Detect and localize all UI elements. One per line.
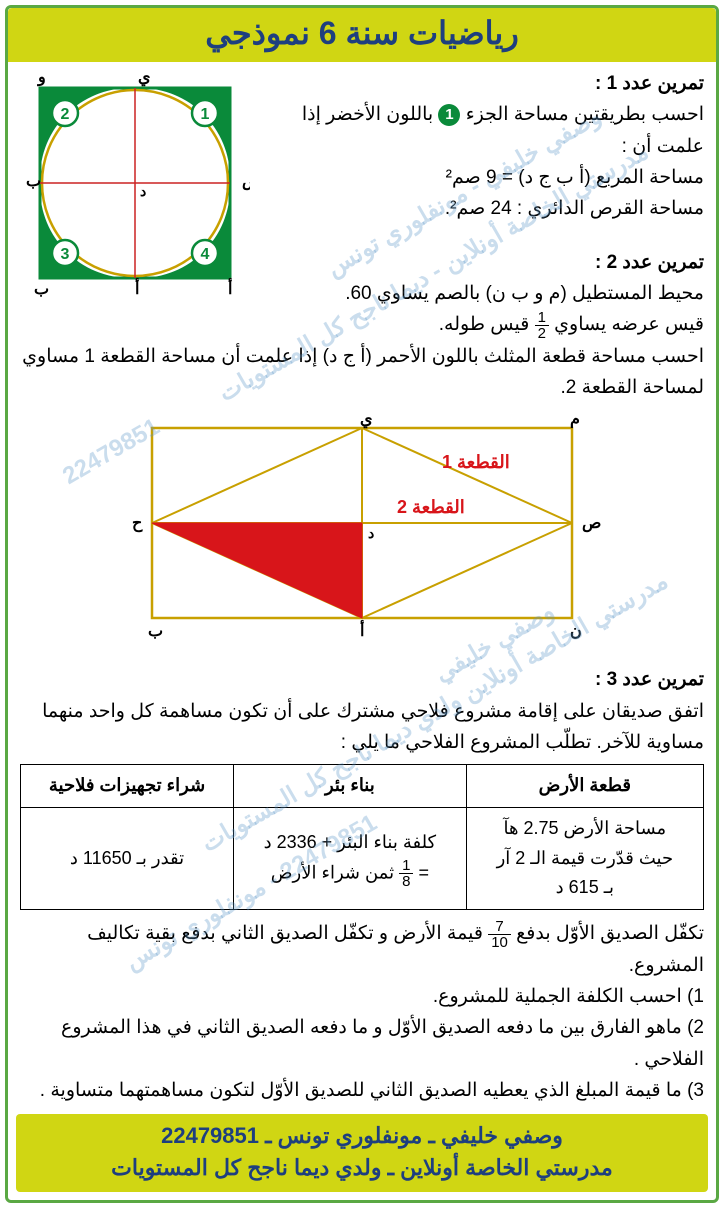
cell-land: مساحة الأرض 2.75 هآ حيث قدّرت قيمة الـ 2… — [466, 808, 703, 910]
figure-1-square-circle: 1 2 3 4 و ي ص أ ب ب أ د — [20, 68, 250, 305]
frac-d: 8 — [399, 874, 413, 889]
ex2-line1: محيط المستطيل (م و ب ن) بالصم يساوي 60. — [260, 278, 704, 309]
frac-d: 2 — [535, 326, 549, 341]
ex3-heading: تمرين عدد 3 : — [20, 664, 704, 695]
col-equip: شراء تجهيزات فلاحية — [21, 765, 234, 808]
cell-text: = 1 8 ثمن شراء الأرض — [244, 858, 456, 889]
cell-text: كلفة بناء البئر + 2336 د — [244, 828, 456, 858]
ex3-q3: 3) ما قيمة المبلغ الذي يعطيه الصديق الثا… — [20, 1075, 704, 1106]
footer: وصفي خليفي ـ مونفلوري تونس ـ 22479851 مد… — [16, 1114, 708, 1192]
svg-text:ص: ص — [582, 515, 601, 533]
svg-text:ب: ب — [148, 623, 163, 640]
svg-text:القطعة 1: القطعة 1 — [442, 452, 510, 472]
page-title: رياضيات سنة 6 نموذجي — [8, 8, 716, 62]
ex2-line2a: قيس عرضه يساوي — [549, 314, 704, 335]
ex2-line3: احسب مساحة قطعة المثلث باللون الأحمر (أ … — [20, 341, 704, 404]
frac-n: 7 — [488, 919, 511, 935]
cell-text: مساحة الأرض 2.75 هآ — [477, 814, 693, 844]
ex3-q1: 1) احسب الكلفة الجملية للمشروع. — [20, 981, 704, 1012]
ex2-line2: قيس عرضه يساوي 1 2 قيس طوله. — [260, 309, 704, 340]
frac-n: 1 — [535, 310, 549, 326]
ex3-q2: 2) ماهو الفارق بين ما دفعه الصديق الأوّل… — [20, 1012, 704, 1075]
svg-text:د: د — [368, 525, 374, 541]
svg-text:ب: ب — [26, 173, 41, 190]
ex3-after-a: تكفّل الصديق الأوّل بدفع — [511, 923, 704, 944]
exercise-1-text: تمرين عدد 1 : احسب بطريقتين مساحة الجزء … — [260, 68, 704, 341]
ex1-line3: مساحة القرص الدائري : 24 صم². — [260, 193, 704, 224]
ex1-line2: مساحة المربع (أ ب ج د) = 9 صم² — [260, 162, 704, 193]
svg-text:أ: أ — [228, 277, 232, 298]
col-land: قطعة الأرض — [466, 765, 703, 808]
svg-text:2: 2 — [61, 106, 70, 123]
cell-equip: تقدر بـ 11650 د — [21, 808, 234, 910]
ex3-after-table: تكفّل الصديق الأوّل بدفع 7 10 قيمة الأرض… — [20, 918, 704, 981]
svg-text:ح: ح — [132, 515, 143, 533]
footer-line1: وصفي خليفي ـ مونفلوري تونس ـ 22479851 — [16, 1120, 708, 1152]
cell-well: كلفة بناء البئر + 2336 د = 1 8 ثمن شراء … — [234, 808, 467, 910]
svg-text:ي: ي — [138, 69, 151, 87]
content-area: تمرين عدد 1 : احسب بطريقتين مساحة الجزء … — [8, 62, 716, 1106]
green-badge-icon: 1 — [438, 104, 460, 126]
ex2-line2b: قيس طوله. — [439, 314, 530, 335]
table-row: قطعة الأرض بناء بئر شراء تجهيزات فلاحية — [21, 765, 704, 808]
cell-prefix: = — [413, 862, 429, 882]
svg-text:د: د — [140, 183, 146, 199]
col-well: بناء بئر — [234, 765, 467, 808]
cell-suffix: ثمن شراء الأرض — [271, 862, 394, 882]
fraction-half-icon: 1 2 — [535, 310, 549, 341]
ex2-heading: تمرين عدد 2 : — [260, 247, 704, 278]
svg-text:4: 4 — [201, 246, 210, 263]
svg-text:و: و — [37, 69, 46, 87]
exercise-1: تمرين عدد 1 : احسب بطريقتين مساحة الجزء … — [20, 68, 704, 341]
ex1-heading: تمرين عدد 1 : — [260, 68, 704, 99]
svg-text:م: م — [570, 411, 580, 429]
frac-n: 1 — [399, 858, 413, 874]
costs-table: قطعة الأرض بناء بئر شراء تجهيزات فلاحية … — [20, 764, 704, 910]
cell-text: بـ 615 د — [477, 873, 693, 903]
table-row: مساحة الأرض 2.75 هآ حيث قدّرت قيمة الـ 2… — [21, 808, 704, 910]
svg-text:ن: ن — [570, 623, 582, 640]
fraction-eighth-icon: 1 8 — [399, 858, 413, 889]
ex1-line1a: احسب بطريقتين مساحة الجزء — [460, 104, 704, 125]
page: رياضيات سنة 6 نموذجي تمرين عدد 1 : احسب … — [5, 5, 719, 1203]
svg-text:ب: ب — [34, 281, 49, 298]
svg-text:أ: أ — [135, 277, 139, 298]
svg-text:ص: ص — [242, 173, 250, 191]
cell-text: حيث قدّرت قيمة الـ 2 آر — [477, 844, 693, 874]
figure-2-rectangle: القطعة 1 القطعة 2 م ي ص ح ب أ ن د — [20, 408, 704, 655]
ex1-line1: احسب بطريقتين مساحة الجزء 1 باللون الأخض… — [260, 99, 704, 162]
svg-text:3: 3 — [61, 246, 70, 263]
svg-text:1: 1 — [201, 106, 210, 123]
frac-d: 10 — [488, 935, 511, 950]
ex3-intro: اتفق صديقان على إقامة مشروع فلاحي مشترك … — [20, 696, 704, 759]
footer-line2: مدرستي الخاصة أونلاين ـ ولدي ديما ناجح ك… — [16, 1152, 708, 1184]
svg-text:ي: ي — [360, 411, 373, 429]
fraction-seven-tenths-icon: 7 10 — [488, 919, 511, 950]
svg-text:القطعة 2: القطعة 2 — [397, 497, 465, 517]
svg-text:أ: أ — [360, 619, 364, 640]
